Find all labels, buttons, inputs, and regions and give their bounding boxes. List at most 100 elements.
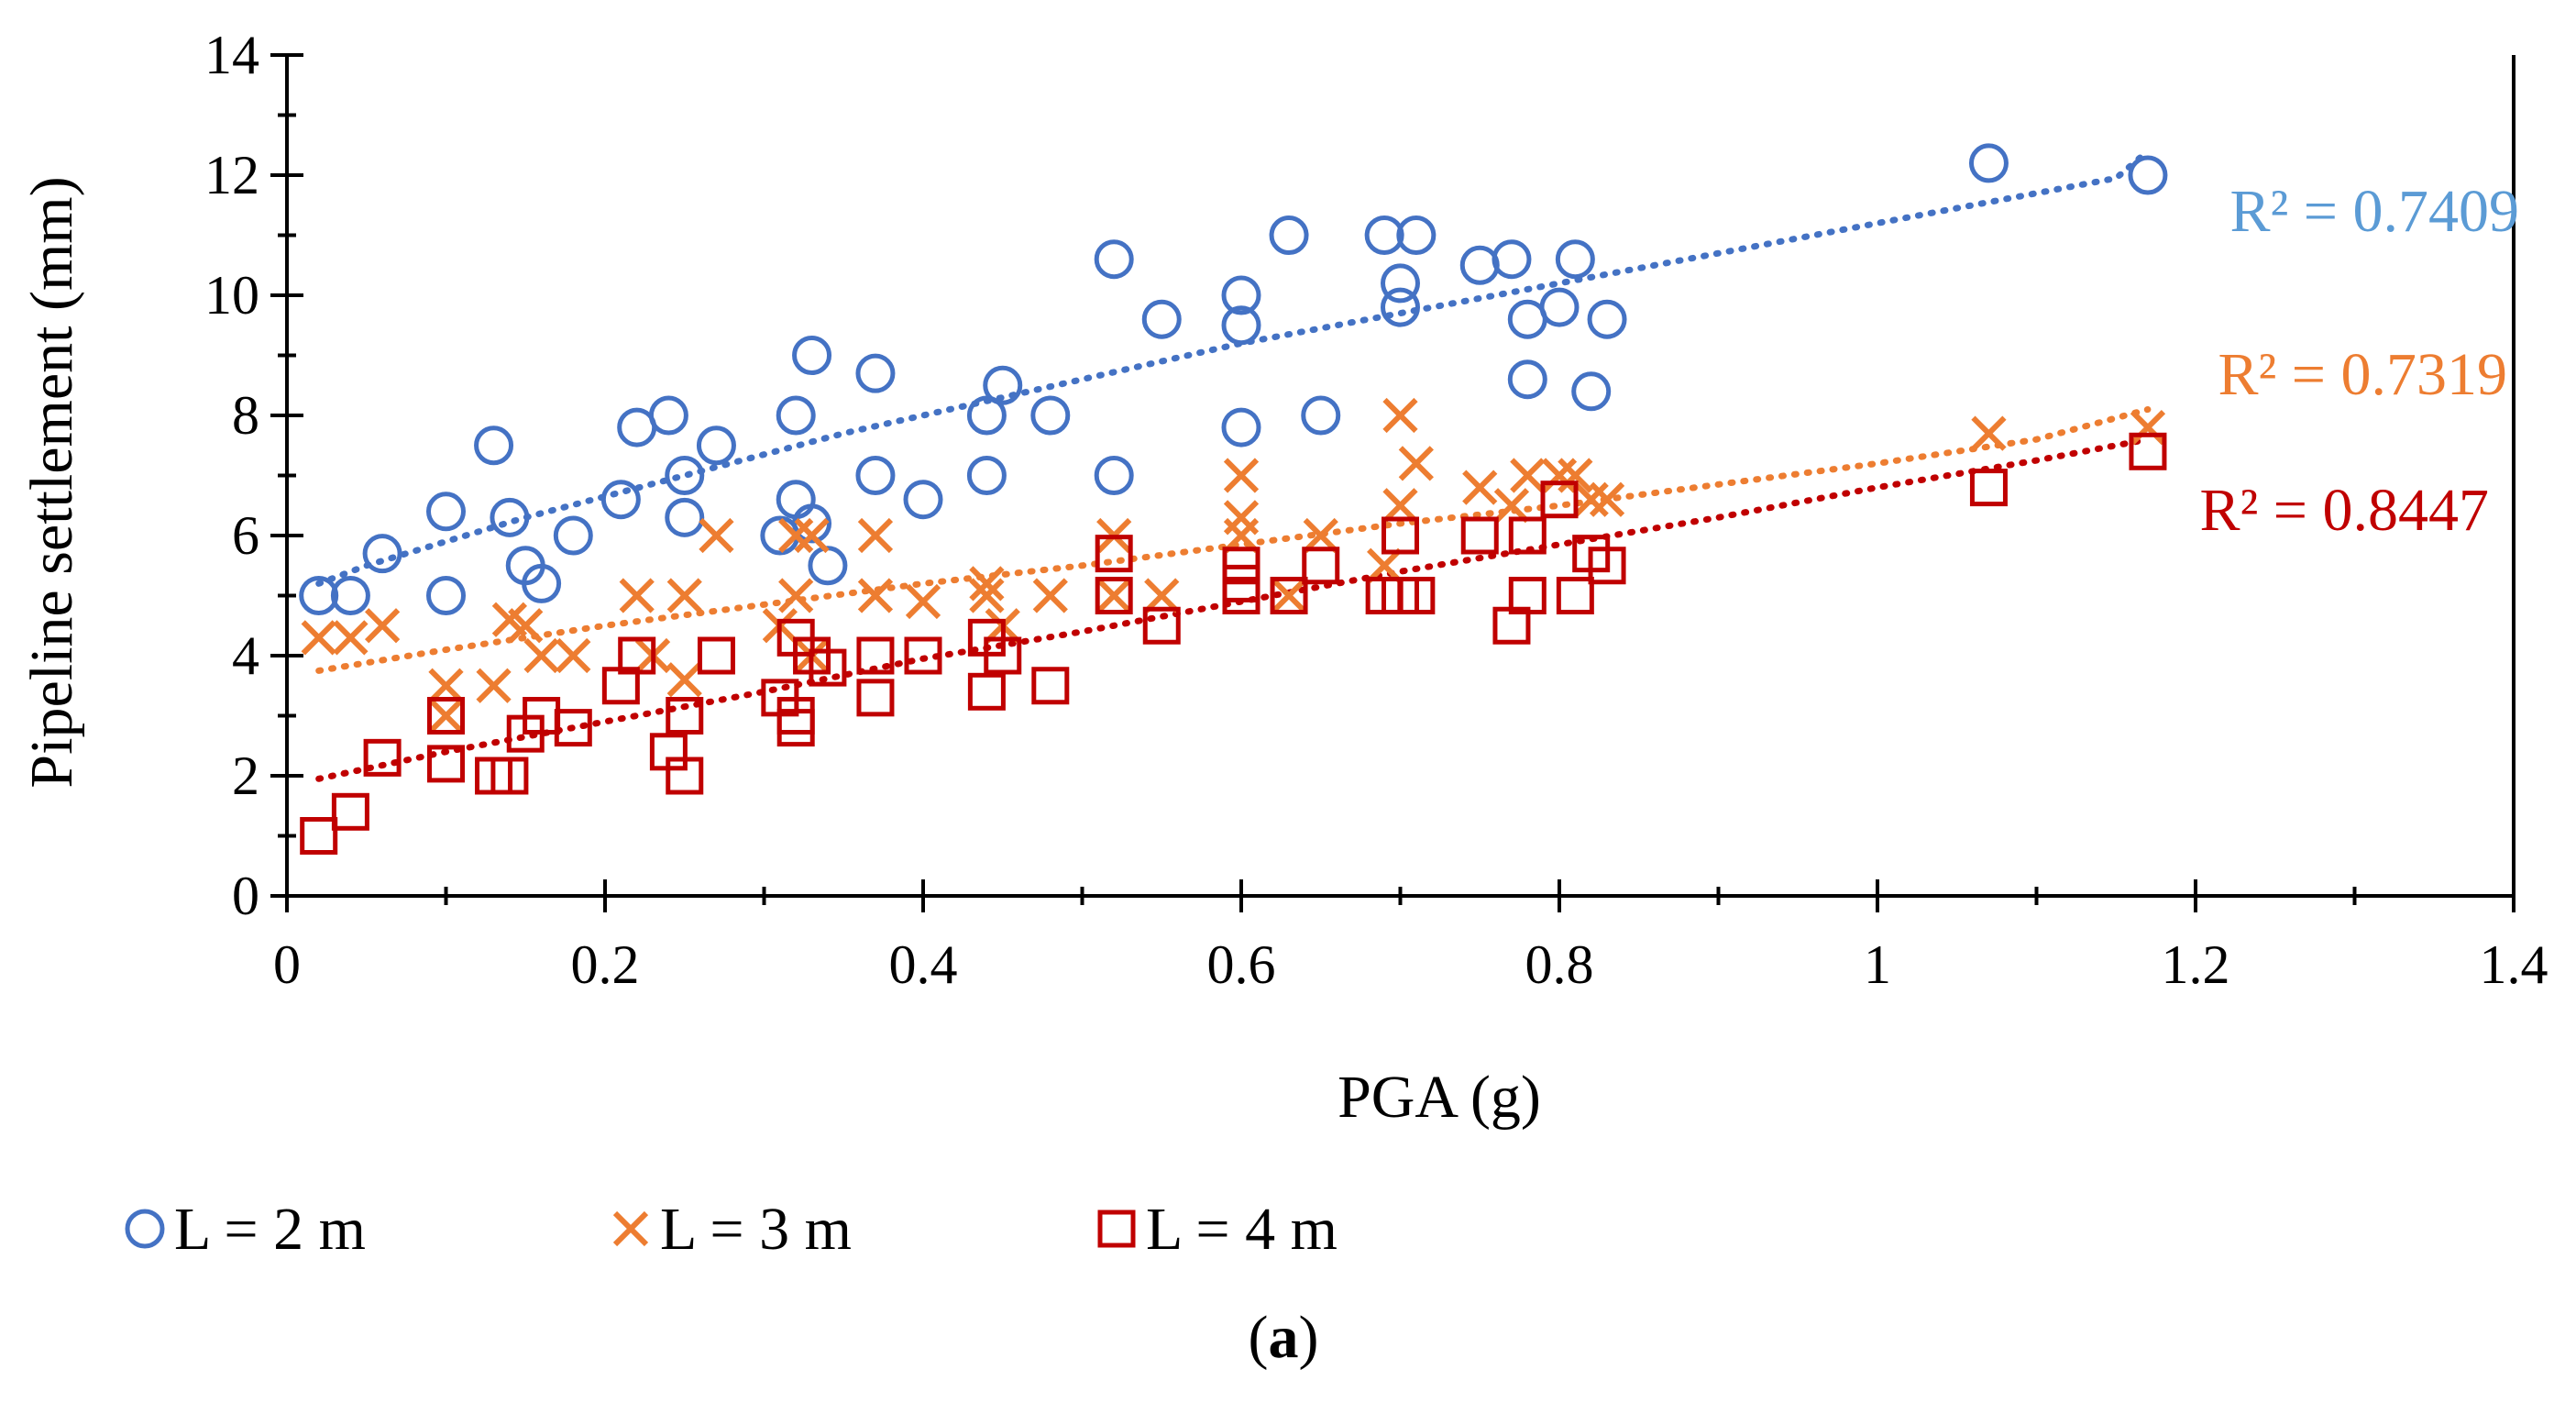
data-point xyxy=(330,576,370,615)
data-point xyxy=(967,672,1006,711)
data-point xyxy=(1382,488,1418,524)
data-point xyxy=(1221,407,1261,447)
data-point xyxy=(666,697,704,735)
data-point xyxy=(1364,215,1404,255)
data-points-layer xyxy=(299,143,2168,855)
data-point xyxy=(1382,516,1419,555)
data-point xyxy=(363,738,402,777)
data-point xyxy=(856,679,895,717)
data-point xyxy=(855,353,896,393)
data-point xyxy=(983,365,1023,405)
legend: L = 2 m L = 3 m L = 4 m xyxy=(125,1196,1338,1263)
data-point xyxy=(1968,143,2009,183)
data-point xyxy=(778,578,814,613)
data-point xyxy=(855,456,896,495)
data-point xyxy=(508,608,544,644)
legend-label: L = 2 m xyxy=(174,1196,366,1263)
data-point xyxy=(666,578,702,613)
data-point xyxy=(792,336,832,375)
data-point xyxy=(2128,155,2168,195)
data-point xyxy=(428,668,464,703)
data-point xyxy=(2129,432,2167,470)
data-point xyxy=(1301,395,1341,436)
data-point xyxy=(1144,578,1180,613)
data-point xyxy=(1556,577,1594,614)
data-point xyxy=(1971,415,2007,451)
data-point xyxy=(1094,456,1134,495)
data-point xyxy=(1303,517,1338,554)
data-point xyxy=(556,637,591,674)
x-tick-label: 0.8 xyxy=(1525,934,1594,995)
data-point xyxy=(1460,516,1499,555)
data-point xyxy=(364,608,401,644)
data-point xyxy=(1094,239,1134,280)
data-point xyxy=(490,497,530,537)
data-point xyxy=(1222,577,1260,614)
data-point xyxy=(1589,481,1625,517)
data-point xyxy=(427,697,465,735)
data-point xyxy=(300,817,338,855)
data-point xyxy=(1269,215,1309,255)
data-point xyxy=(1555,239,1595,280)
legend-marker xyxy=(612,1210,649,1247)
data-point xyxy=(1367,547,1403,583)
data-point xyxy=(523,637,559,674)
data-point xyxy=(1541,458,1578,493)
data-point xyxy=(1382,397,1418,434)
data-point xyxy=(969,578,1005,613)
data-point xyxy=(666,662,702,698)
data-point xyxy=(857,578,894,613)
data-point xyxy=(428,698,464,734)
x-tick-label: 1.4 xyxy=(2480,934,2548,995)
caption-open: ( xyxy=(1249,1304,1269,1371)
data-point xyxy=(333,620,369,656)
y-tick-label: 0 xyxy=(232,866,259,926)
data-point xyxy=(1492,239,1532,280)
data-point xyxy=(1558,458,1593,493)
data-point xyxy=(426,492,466,532)
tick-labels: 0 2 4 6 8 10 12 14 0 0.2 0.4 0.6 0.8 1 1.2 1.4 xyxy=(204,25,2548,995)
data-point xyxy=(1302,547,1340,585)
data-point xyxy=(1587,299,1627,339)
x-tick-label: 0.6 xyxy=(1207,934,1276,995)
data-point xyxy=(1462,469,1498,505)
data-point xyxy=(1588,547,1626,585)
data-point xyxy=(648,395,688,436)
data-point xyxy=(1095,577,1133,614)
data-point xyxy=(966,456,1007,495)
data-point xyxy=(904,636,942,675)
y-tick-label: 2 xyxy=(232,746,259,806)
data-point xyxy=(1095,535,1133,573)
data-point xyxy=(1270,577,1308,614)
data-point xyxy=(665,497,705,537)
data-point xyxy=(1030,395,1071,436)
data-point xyxy=(1398,446,1434,481)
data-point xyxy=(903,480,943,520)
trendline xyxy=(315,148,2152,587)
caption-close: ) xyxy=(1299,1304,1319,1371)
data-point xyxy=(553,515,593,556)
data-point xyxy=(1032,578,1068,613)
data-point xyxy=(1507,359,1547,400)
data-point xyxy=(1096,578,1132,613)
data-point xyxy=(1508,577,1547,614)
data-point xyxy=(490,757,529,795)
data-point xyxy=(1397,577,1436,614)
data-point xyxy=(1510,458,1546,493)
y-tick-label: 14 xyxy=(204,25,259,85)
caption-letter: a xyxy=(1269,1304,1299,1371)
data-point xyxy=(776,709,815,747)
data-point xyxy=(618,636,656,675)
data-point xyxy=(619,578,655,613)
data-point xyxy=(984,636,1022,675)
legend-marker xyxy=(125,1209,165,1249)
data-point xyxy=(1031,667,1070,705)
data-point xyxy=(665,456,705,495)
legend-label: L = 4 m xyxy=(1146,1196,1338,1263)
data-point xyxy=(794,517,830,554)
data-point xyxy=(905,583,941,620)
data-point xyxy=(1223,458,1260,493)
data-point xyxy=(1969,469,2008,507)
r-squared-label: R² = 0.7319 xyxy=(2218,341,2507,408)
